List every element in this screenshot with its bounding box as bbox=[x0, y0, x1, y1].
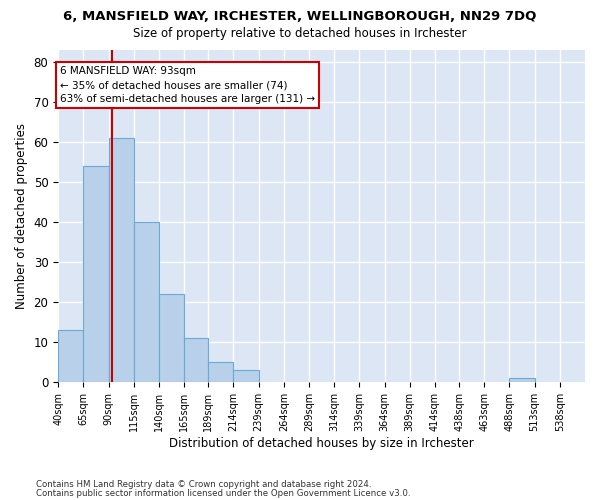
Bar bbox=[184, 338, 208, 382]
X-axis label: Distribution of detached houses by size in Irchester: Distribution of detached houses by size … bbox=[169, 437, 474, 450]
Bar bbox=[159, 294, 184, 382]
Text: Contains HM Land Registry data © Crown copyright and database right 2024.: Contains HM Land Registry data © Crown c… bbox=[36, 480, 371, 489]
Bar bbox=[83, 166, 109, 382]
Bar bbox=[58, 330, 83, 382]
Bar bbox=[509, 378, 535, 382]
Bar bbox=[134, 222, 159, 382]
Text: 6, MANSFIELD WAY, IRCHESTER, WELLINGBOROUGH, NN29 7DQ: 6, MANSFIELD WAY, IRCHESTER, WELLINGBORO… bbox=[64, 10, 536, 23]
Text: Size of property relative to detached houses in Irchester: Size of property relative to detached ho… bbox=[133, 28, 467, 40]
Bar bbox=[208, 362, 233, 382]
Bar bbox=[233, 370, 259, 382]
Text: Contains public sector information licensed under the Open Government Licence v3: Contains public sector information licen… bbox=[36, 489, 410, 498]
Bar bbox=[109, 138, 134, 382]
Y-axis label: Number of detached properties: Number of detached properties bbox=[15, 123, 28, 309]
Text: 6 MANSFIELD WAY: 93sqm
← 35% of detached houses are smaller (74)
63% of semi-det: 6 MANSFIELD WAY: 93sqm ← 35% of detached… bbox=[60, 66, 315, 104]
